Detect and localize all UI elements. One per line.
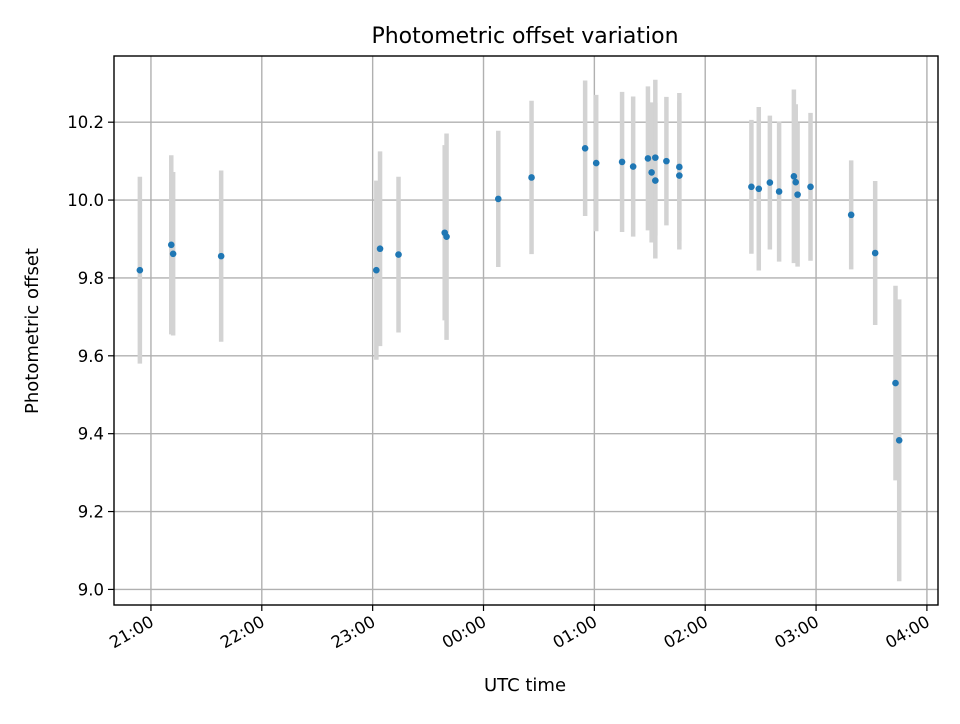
data-point bbox=[895, 437, 903, 444]
data-point bbox=[629, 163, 637, 170]
data-point bbox=[167, 241, 175, 249]
chart-title: Photometric offset variation bbox=[371, 24, 678, 49]
data-point bbox=[748, 183, 755, 191]
data-point bbox=[618, 158, 626, 166]
grid bbox=[114, 56, 938, 605]
data-point bbox=[592, 159, 600, 167]
data-point bbox=[766, 179, 774, 186]
data-point bbox=[644, 155, 652, 162]
data-point bbox=[792, 178, 800, 186]
data-point bbox=[892, 379, 899, 387]
data-point bbox=[581, 144, 589, 152]
plot-frame bbox=[113, 55, 939, 606]
data-point bbox=[373, 266, 380, 274]
y-tick-label: 9.6 bbox=[78, 347, 104, 366]
data-point bbox=[494, 195, 502, 203]
data-point bbox=[755, 185, 763, 193]
data-point bbox=[807, 183, 814, 191]
data-points bbox=[136, 144, 903, 444]
data-point bbox=[443, 233, 450, 240]
data-point bbox=[528, 174, 535, 181]
y-tick-label: 9.2 bbox=[78, 503, 104, 522]
data-point bbox=[790, 173, 798, 180]
data-point bbox=[376, 245, 384, 253]
data-point bbox=[794, 191, 801, 198]
y-tick-label: 9.4 bbox=[78, 425, 104, 444]
data-point bbox=[395, 251, 402, 258]
y-tick-label: 10.2 bbox=[67, 113, 104, 132]
data-point bbox=[652, 177, 659, 184]
data-point bbox=[676, 163, 683, 171]
data-point bbox=[136, 266, 144, 274]
y-tick-label: 10.0 bbox=[67, 191, 104, 210]
data-point bbox=[217, 252, 225, 260]
y-tick-label: 9.8 bbox=[78, 269, 104, 288]
data-point bbox=[676, 172, 683, 179]
data-point bbox=[871, 249, 879, 257]
data-point bbox=[648, 169, 655, 176]
data-point bbox=[663, 157, 670, 165]
data-point bbox=[847, 211, 855, 219]
data-point bbox=[652, 154, 659, 161]
data-point bbox=[775, 188, 783, 195]
x-axis-label: UTC time bbox=[484, 675, 566, 696]
y-tick-label: 9.0 bbox=[78, 580, 104, 599]
data-point bbox=[169, 250, 177, 258]
y-axis-label: Photometric offset bbox=[22, 248, 43, 414]
